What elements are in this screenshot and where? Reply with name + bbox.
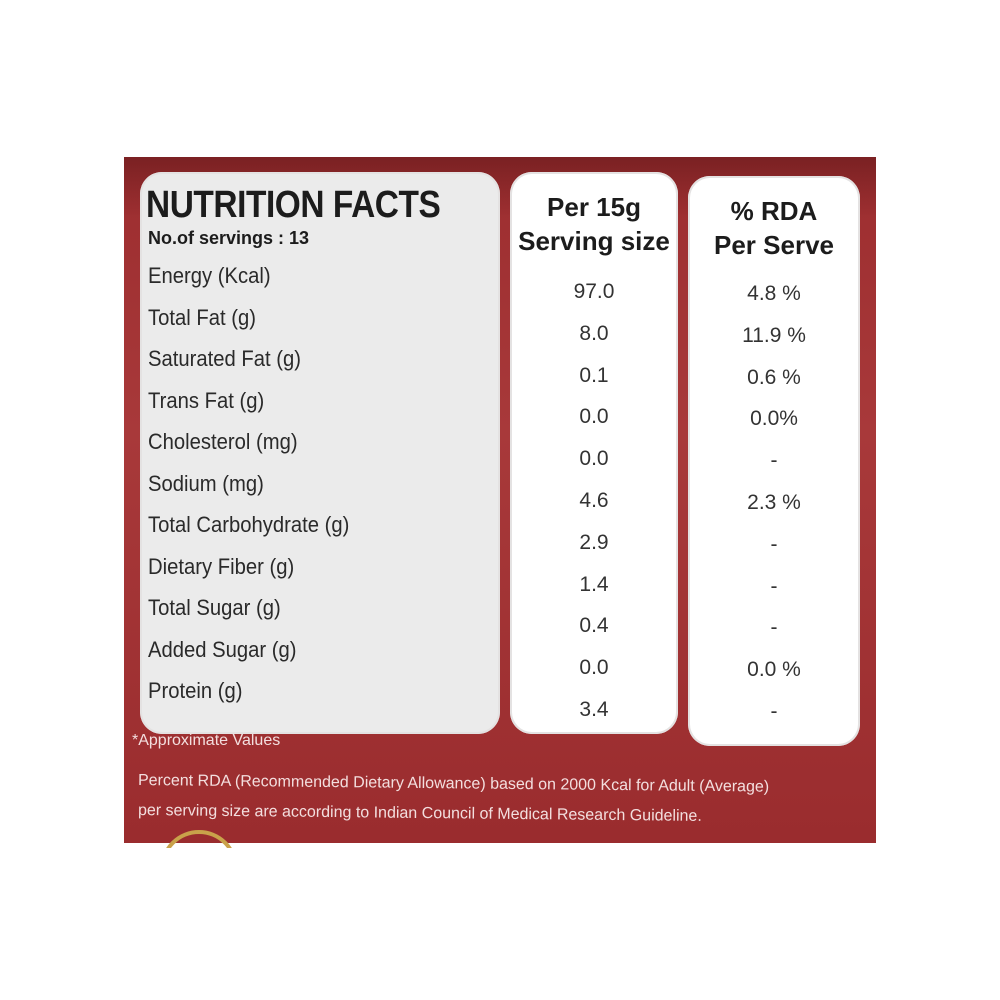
nutrient-rda: 0.6 % xyxy=(747,365,801,389)
nutrient-value: 3.4 xyxy=(579,698,609,721)
rda-header: % RDA Per Serve xyxy=(688,194,860,262)
nutrient-name: Cholesterol (mg) xyxy=(148,429,298,454)
nutrient-rda: 0.0% xyxy=(750,407,798,431)
nutrient-rda: 4.8 % xyxy=(747,282,801,305)
nutrition-facts-title: NUTRITION FACTS xyxy=(146,184,441,226)
nutrient-value: 0.0 xyxy=(579,405,609,429)
nutrient-value: 1.4 xyxy=(579,572,609,596)
nutrient-name: Total Carbohydrate (g) xyxy=(148,512,350,537)
serving-size-header-line2: Serving size xyxy=(518,226,670,256)
nutrient-value: 0.4 xyxy=(579,614,609,638)
serving-size-header-line1: Per 15g xyxy=(547,192,641,222)
nutrient-value: 0.0 xyxy=(579,447,609,471)
gold-logo-arc xyxy=(160,830,238,848)
serving-size-header: Per 15g Serving size xyxy=(510,190,678,258)
nutrient-rda: - xyxy=(770,574,778,598)
nutrient-rda: 0.0 % xyxy=(747,658,801,682)
nutrient-value: 0.1 xyxy=(579,363,609,387)
nutrient-rda: 11.9 % xyxy=(742,323,806,347)
nutrients-panel xyxy=(140,172,500,734)
rda-header-line1: % RDA xyxy=(730,196,818,226)
rda-panel xyxy=(688,176,860,746)
nutrient-rda: 2.3 % xyxy=(747,491,801,514)
nutrient-value: 2.9 xyxy=(579,530,609,554)
nutrient-name: Sodium (mg) xyxy=(148,470,264,496)
nutrient-name: Total Fat (g) xyxy=(148,304,256,330)
nutrient-name: Total Sugar (g) xyxy=(148,595,281,620)
nutrient-value: 8.0 xyxy=(579,321,609,345)
nutrient-rda: - xyxy=(770,532,778,556)
nutrient-value: 97.0 xyxy=(573,280,615,303)
nutrient-rda: - xyxy=(770,700,778,723)
nutrient-name: Added Sugar (g) xyxy=(148,636,297,662)
nutrient-rda: - xyxy=(770,616,778,640)
nutrient-value: 0.0 xyxy=(579,656,609,680)
nutrient-value: 4.6 xyxy=(579,489,609,512)
nutrient-name: Saturated Fat (g) xyxy=(148,346,302,371)
nutrient-name: Energy (Kcal) xyxy=(148,263,271,288)
nutrient-rda: - xyxy=(770,449,778,473)
nutrient-name: Trans Fat (g) xyxy=(148,387,265,413)
rda-header-line2: Per Serve xyxy=(714,230,834,260)
nutrient-name: Protein (g) xyxy=(148,678,243,703)
serving-size-panel xyxy=(510,172,678,734)
footnote-approximate: *Approximate Values xyxy=(132,732,281,749)
nutrient-name: Dietary Fiber (g) xyxy=(148,553,295,579)
servings-count: No.of servings : 13 xyxy=(148,228,310,248)
